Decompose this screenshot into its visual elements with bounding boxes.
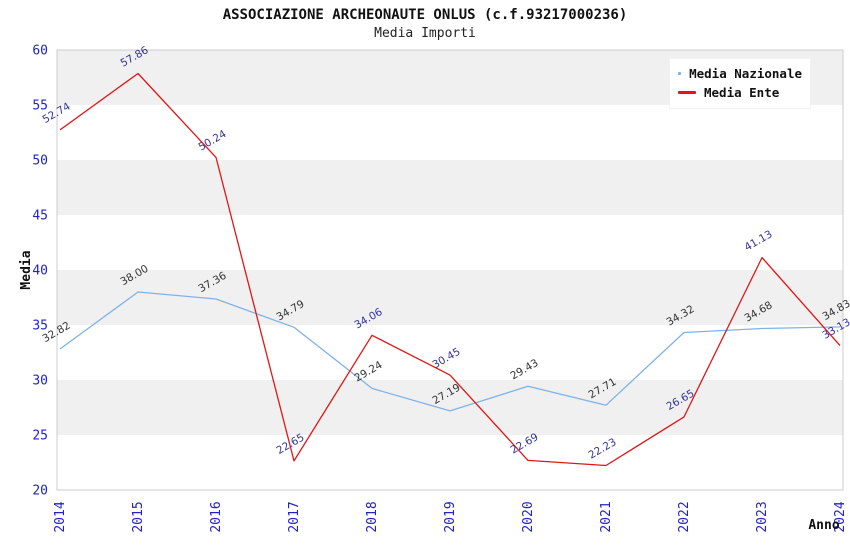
x-tick-label: 2023: [755, 501, 770, 532]
y-tick-label: 60: [32, 44, 48, 59]
value-label: 22.23: [586, 436, 618, 461]
value-label: 41.13: [742, 228, 774, 253]
grid-band: [57, 270, 843, 325]
x-axis-title: Anno: [808, 518, 839, 533]
legend-item-media-ente: Media Ente: [678, 83, 802, 102]
y-tick-label: 20: [32, 484, 48, 499]
x-tick-label: 2020: [521, 501, 536, 532]
x-tick-label: 2017: [287, 501, 302, 532]
x-tick-label: 2015: [131, 501, 146, 532]
grid-band: [57, 160, 843, 215]
x-tick-label: 2014: [53, 501, 68, 532]
x-tick-label: 2022: [677, 501, 692, 532]
legend-item-media-nazionale: Media Nazionale: [678, 64, 802, 83]
chart-subtitle: Media Importi: [374, 26, 476, 41]
x-tick-label: 2018: [365, 501, 380, 532]
value-label: 22.65: [274, 432, 306, 457]
value-label: 30.45: [430, 346, 462, 371]
y-tick-label: 55: [32, 99, 48, 114]
legend-label-media-nazionale: Media Nazionale: [689, 66, 802, 81]
x-tick-label: 2024: [833, 501, 848, 532]
y-axis-title: Media: [19, 250, 34, 289]
y-tick-label: 30: [32, 374, 48, 389]
y-tick-label: 35: [32, 319, 48, 334]
value-label: 29.43: [508, 357, 540, 382]
grid-band: [57, 380, 843, 435]
y-tick-label: 45: [32, 209, 48, 224]
y-tick-label: 40: [32, 264, 48, 279]
legend: Media Nazionale Media Ente: [669, 58, 811, 109]
value-label: 50.24: [196, 128, 228, 154]
legend-label-media-ente: Media Ente: [704, 85, 780, 100]
y-tick-label: 50: [32, 154, 48, 169]
x-tick-label: 2019: [443, 501, 458, 532]
chart-title: ASSOCIAZIONE ARCHEONAUTE ONLUS (c.f.9321…: [222, 7, 628, 23]
plot-border: [56, 49, 844, 491]
x-tick-label: 2021: [599, 501, 614, 532]
y-tick-label: 25: [32, 429, 48, 444]
series-line-media-ente: [59, 72, 841, 467]
series-line-media-nazionale: [59, 291, 841, 412]
legend-swatch-media-ente: [678, 91, 696, 94]
x-tick-label: 2016: [209, 501, 224, 532]
legend-swatch-media-nazionale: [678, 72, 682, 75]
